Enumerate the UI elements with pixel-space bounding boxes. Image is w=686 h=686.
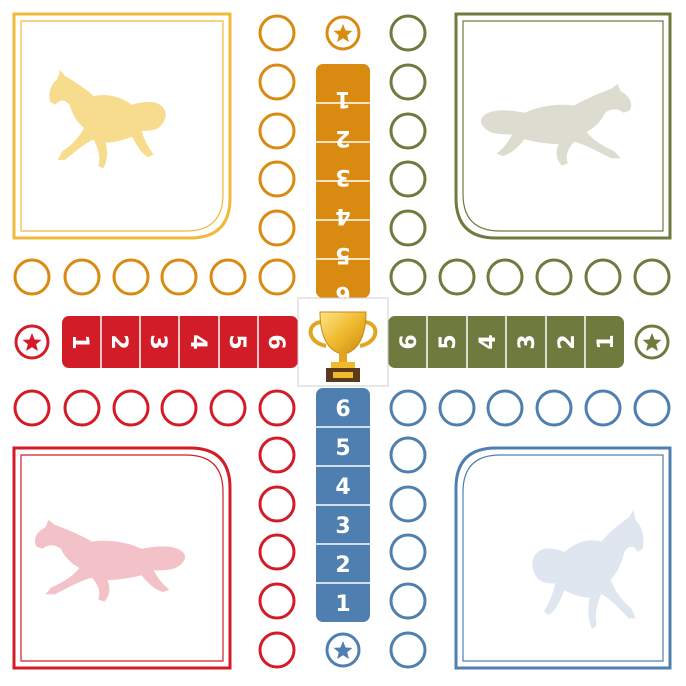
track-cell[interactable] xyxy=(258,112,296,150)
track-cell[interactable] xyxy=(13,258,51,296)
blue-lane-cell: 4 xyxy=(335,475,350,500)
yellow-home-base xyxy=(12,12,232,240)
blue-start-marker xyxy=(325,632,361,668)
yellow-horse-icon xyxy=(49,70,166,169)
track-cell[interactable] xyxy=(258,631,296,669)
track-cell[interactable] xyxy=(63,258,101,296)
lane-dividers xyxy=(100,102,586,584)
track-cell[interactable] xyxy=(389,63,427,101)
track-cell[interactable] xyxy=(389,112,427,150)
yellow-lane-cell: 5 xyxy=(335,242,350,267)
track-cell[interactable] xyxy=(258,258,296,296)
blue-home-base xyxy=(454,446,672,670)
blue-lane-cell: 2 xyxy=(335,553,350,578)
track-cell[interactable] xyxy=(584,258,622,296)
green-lane-cell: 4 xyxy=(476,334,501,349)
track-cell[interactable] xyxy=(209,258,247,296)
green-lane-cell: 5 xyxy=(436,334,461,349)
blue-horse-icon xyxy=(532,510,644,629)
red-start-marker xyxy=(14,324,50,360)
star-icon xyxy=(642,333,662,351)
track-cell[interactable] xyxy=(486,389,524,427)
green-lane-cell: 6 xyxy=(397,334,422,349)
star-icon xyxy=(22,333,42,351)
track-cell[interactable] xyxy=(389,582,427,620)
track-cells xyxy=(13,14,671,669)
track-cell[interactable] xyxy=(486,258,524,296)
track-cell[interactable] xyxy=(389,631,427,669)
red-lane-cell: 1 xyxy=(67,334,92,349)
track-cell[interactable] xyxy=(160,258,198,296)
track-cell[interactable] xyxy=(258,582,296,620)
track-cell[interactable] xyxy=(258,389,296,427)
track-cell[interactable] xyxy=(112,389,150,427)
green-lane-cell: 1 xyxy=(594,334,619,349)
track-cell[interactable] xyxy=(258,63,296,101)
star-icon xyxy=(333,641,353,659)
track-cell[interactable] xyxy=(389,436,427,474)
track-cell[interactable] xyxy=(389,389,427,427)
green-start-marker xyxy=(634,324,670,360)
blue-lane-cell: 6 xyxy=(335,397,350,422)
track-cell[interactable] xyxy=(13,389,51,427)
yellow-lane-cell: 3 xyxy=(335,164,350,189)
red-lane-cell: 4 xyxy=(185,334,210,349)
track-cell[interactable] xyxy=(438,389,476,427)
trophy-icon xyxy=(308,311,378,382)
star-icon xyxy=(333,24,353,42)
track-cell[interactable] xyxy=(389,258,427,296)
track-cell[interactable] xyxy=(584,389,622,427)
yellow-start-marker xyxy=(325,15,361,51)
center-finish xyxy=(297,297,389,387)
track-cell[interactable] xyxy=(389,485,427,523)
yellow-lane-cell: 2 xyxy=(335,125,350,150)
red-horse-icon xyxy=(34,520,186,602)
track-cell[interactable] xyxy=(258,533,296,571)
track-cell[interactable] xyxy=(258,14,296,52)
track-cell[interactable] xyxy=(258,160,296,198)
track-cell[interactable] xyxy=(633,389,671,427)
track-cell[interactable] xyxy=(160,389,198,427)
blue-lane-cell: 3 xyxy=(335,514,350,539)
track-cell[interactable] xyxy=(209,389,247,427)
green-home-base xyxy=(454,12,672,240)
track-cell[interactable] xyxy=(535,258,573,296)
red-home-lane xyxy=(62,316,298,368)
track-cell[interactable] xyxy=(633,258,671,296)
track-cell[interactable] xyxy=(535,389,573,427)
green-horse-icon xyxy=(480,84,632,166)
track-cell[interactable] xyxy=(389,533,427,571)
green-lane-cell: 3 xyxy=(515,334,540,349)
blue-lane-cell: 1 xyxy=(335,592,350,617)
yellow-lane-cell: 1 xyxy=(335,86,350,111)
track-cell[interactable] xyxy=(438,258,476,296)
track-cell[interactable] xyxy=(112,258,150,296)
track-cell[interactable] xyxy=(258,436,296,474)
track-cell[interactable] xyxy=(258,485,296,523)
green-lane-cell: 2 xyxy=(555,334,580,349)
yellow-lane-cell: 4 xyxy=(335,203,350,228)
red-lane-cell: 3 xyxy=(145,334,170,349)
track-cell[interactable] xyxy=(63,389,101,427)
track-cell[interactable] xyxy=(389,209,427,247)
track-cell[interactable] xyxy=(389,160,427,198)
track-cell[interactable] xyxy=(389,14,427,52)
red-home-base xyxy=(12,446,232,670)
blue-lane-cell: 5 xyxy=(335,436,350,461)
red-lane-cell: 6 xyxy=(263,334,288,349)
track-cell[interactable] xyxy=(258,209,296,247)
red-lane-cell: 2 xyxy=(106,334,131,349)
red-lane-cell: 5 xyxy=(224,334,249,349)
